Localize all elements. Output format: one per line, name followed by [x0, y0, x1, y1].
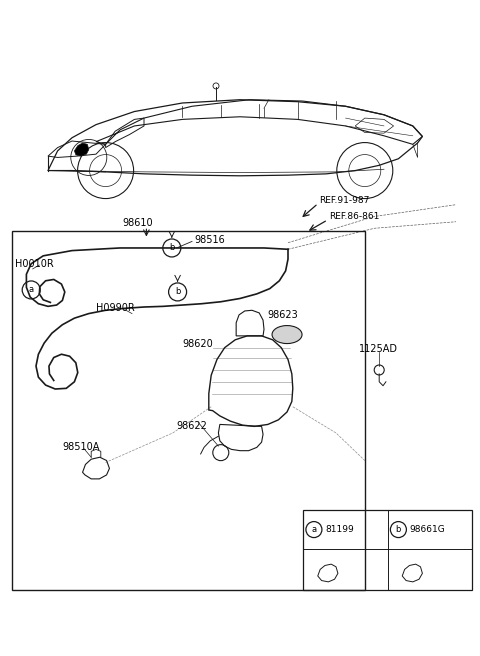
- Text: H0010R: H0010R: [15, 258, 54, 269]
- Text: 1125AD: 1125AD: [359, 344, 398, 354]
- Circle shape: [213, 445, 229, 461]
- Text: b: b: [396, 525, 401, 534]
- Text: 98510A: 98510A: [62, 442, 100, 453]
- Bar: [12, 231, 365, 590]
- Text: REF.91-987: REF.91-987: [319, 195, 370, 205]
- Text: 98516: 98516: [194, 235, 225, 245]
- Text: 98622: 98622: [176, 421, 207, 432]
- Text: H0990R: H0990R: [96, 303, 135, 314]
- Text: b: b: [175, 287, 180, 297]
- Text: 98620: 98620: [182, 338, 213, 349]
- Text: 98610: 98610: [122, 218, 153, 228]
- Ellipse shape: [272, 325, 302, 344]
- Text: REF.86-861: REF.86-861: [329, 212, 379, 221]
- Text: a: a: [29, 285, 34, 295]
- Text: 98661G: 98661G: [409, 525, 445, 534]
- Text: b: b: [169, 243, 175, 253]
- Text: 98623: 98623: [268, 310, 299, 320]
- Text: a: a: [312, 525, 316, 534]
- Text: 81199: 81199: [325, 525, 354, 534]
- Bar: [303, 510, 472, 590]
- Polygon shape: [74, 143, 89, 156]
